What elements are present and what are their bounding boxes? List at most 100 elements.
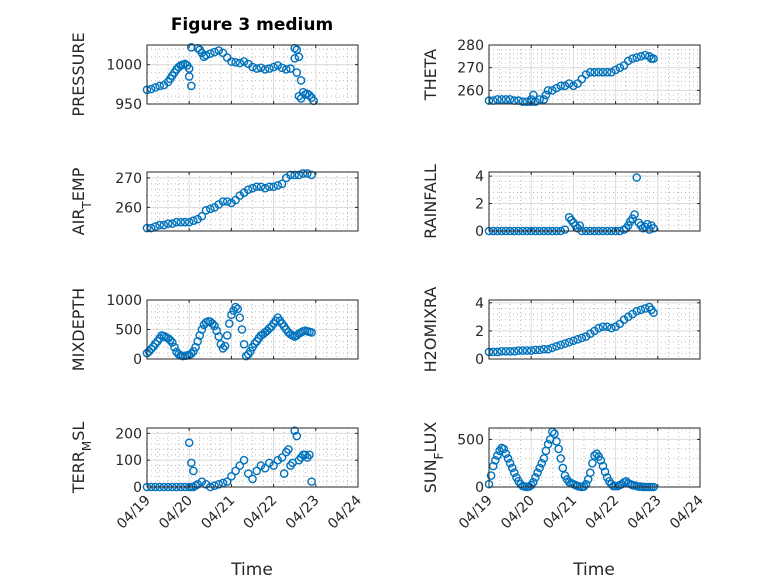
y-tick-label: 270 [457, 61, 484, 77]
subplot-terr_msl: 0 100 200 04/19 04/20 04/21 04/22 04/23 04/24 TER… [69, 422, 365, 533]
data-point-sun_flux [505, 458, 515, 468]
subplot-theta: 260 270 280 THETA [421, 38, 701, 107]
data-point-terr_msl [279, 469, 289, 478]
y-axis-label: AIRTEMP [69, 167, 94, 235]
data-point-sun_flux [585, 468, 595, 478]
data-point-pressure [256, 63, 266, 73]
axes-frame [146, 427, 359, 488]
y-tick-label: 2 [475, 197, 484, 213]
x-tick-label: 04/21 [198, 493, 238, 533]
data-point-mixdepth [216, 339, 226, 349]
data-point-air_temp [303, 169, 312, 178]
data-point-sun_flux [552, 437, 561, 446]
data-point-terr_msl [265, 458, 274, 468]
data-point-air_temp [243, 185, 253, 194]
data-point-terr_msl [248, 474, 257, 484]
y-tick-label: 0 [475, 352, 484, 368]
data-point-theta [623, 56, 633, 66]
data-point-theta [577, 74, 587, 84]
data-point-mixdepth [208, 319, 217, 328]
data-point-theta [573, 79, 582, 88]
data-point-sun_flux [598, 461, 608, 471]
data-point-pressure [184, 72, 194, 81]
y-axis-label: RAINFALL [421, 164, 440, 239]
data-point-terr_msl [214, 480, 224, 489]
data-point-air_temp [277, 179, 287, 189]
data-point-terr_msl [227, 471, 236, 481]
data-point-mixdepth [146, 344, 156, 354]
data-point-theta [611, 65, 620, 75]
data-point-theta [497, 95, 506, 104]
data-point-pressure [155, 81, 164, 91]
data-point-pressure [269, 62, 278, 72]
x-tick-label: 04/22 [241, 493, 281, 533]
data-point-rainfall [645, 225, 654, 234]
data-point-theta [569, 81, 578, 91]
data-point-sun_flux [531, 473, 540, 482]
x-tick-label: 04/24 [325, 492, 365, 532]
x-tick-label: 04/19 [456, 493, 496, 533]
data-point-pressure [187, 43, 196, 52]
data-point-theta [564, 79, 574, 88]
data-point-theta [552, 83, 561, 93]
data-point-air_temp [290, 170, 300, 180]
data-point-terr_msl [201, 480, 211, 489]
data-point-mixdepth [170, 342, 179, 352]
data-point-air_temp [252, 182, 262, 192]
data-point-pressure [292, 68, 302, 77]
data-point-air_temp [189, 216, 198, 225]
data-point-pressure [305, 91, 314, 100]
y-tick-label: 280 [457, 38, 484, 54]
data-point-theta [598, 67, 608, 77]
data-point-h2omixra [632, 306, 642, 316]
data-point-air_temp [248, 183, 257, 193]
data-point-pressure [218, 48, 228, 58]
y-tick-label: 260 [457, 83, 484, 99]
data-point-terr_msl [290, 426, 300, 435]
axes-frame [488, 44, 701, 105]
data-point-sun_flux [543, 439, 553, 449]
y-tick-label: 4 [475, 296, 484, 312]
y-tick-label: 0 [475, 480, 484, 496]
data-point-sun_flux [588, 458, 597, 468]
x-tick-label: 04/20 [498, 493, 538, 533]
data-point-theta [632, 53, 642, 62]
data-point-mixdepth [165, 335, 175, 345]
data-point-pressure [151, 83, 160, 92]
data-point-sun_flux [556, 454, 566, 463]
subplot-air_temp: 260 270 AIRTEMP [69, 167, 359, 235]
data-point-theta [560, 81, 570, 91]
data-point-terr_msl [273, 455, 283, 465]
data-point-h2omixra [488, 347, 498, 357]
y-axis-label: MIXDEPTH [69, 288, 88, 371]
data-point-mixdepth [151, 339, 160, 348]
y-tick-label: 260 [115, 200, 142, 216]
data-point-terr_msl [184, 438, 194, 448]
data-point-pressure [239, 57, 249, 66]
data-point-mixdepth [233, 304, 243, 314]
data-point-theta [590, 67, 599, 77]
data-point-h2omixra [497, 346, 506, 356]
y-tick-label: 0 [133, 480, 142, 496]
data-point-h2omixra [636, 305, 646, 315]
data-point-terr_msl [307, 477, 316, 486]
data-point-pressure [187, 81, 196, 91]
data-point-terr_msl [277, 453, 287, 462]
y-tick-label: 0 [475, 224, 484, 240]
data-point-air_temp [269, 182, 278, 192]
data-point-sun_flux [550, 429, 559, 439]
y-tick-label: 950 [115, 97, 142, 113]
x-tick-label: 04/22 [583, 493, 623, 533]
axes-frame [488, 171, 701, 232]
data-point-pressure [227, 57, 236, 66]
data-point-terr_msl [256, 461, 266, 470]
data-point-sun_flux [488, 461, 498, 471]
data-point-h2omixra [518, 346, 528, 355]
data-point-mixdepth [224, 319, 234, 328]
data-point-sun_flux [486, 471, 496, 480]
data-point-sun_flux [529, 477, 538, 487]
data-point-air_temp [222, 197, 232, 206]
data-point-air_temp [273, 180, 283, 190]
data-point-h2omixra [535, 345, 544, 355]
